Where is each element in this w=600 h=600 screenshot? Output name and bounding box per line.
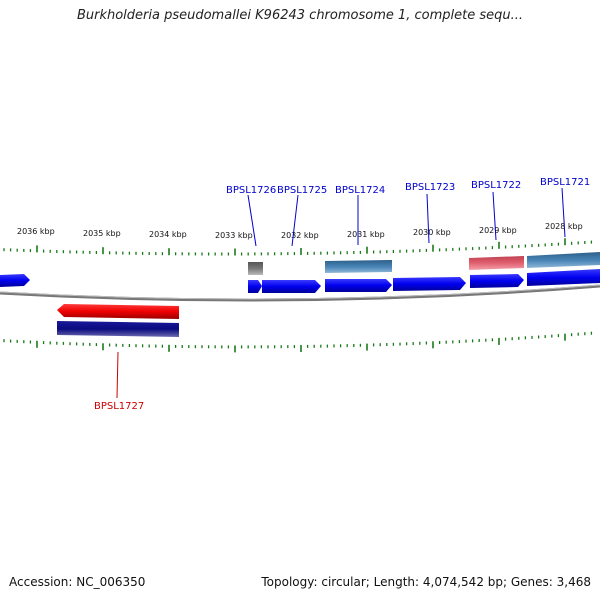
scale-label-2029: 2029 kbp [479,226,517,235]
gene-arrow-bpsl1725[interactable] [262,280,321,293]
scale-label-2033: 2033 kbp [215,231,253,240]
gene-label-bpsl1723[interactable]: BPSL1723 [405,182,455,193]
map-title: Burkholderia pseudomallei K96243 chromos… [76,8,524,23]
accession-text: Accession: NC_006350 [9,575,146,589]
scale-label-2028: 2028 kbp [545,222,583,231]
leader-bpsl1726 [247,194,257,247]
scale-label-2036: 2036 kbp [17,227,55,236]
leader-bpsl1721 [561,187,566,238]
gene-arrow-left-edge[interactable] [0,274,30,287]
feature-pink[interactable] [469,256,524,270]
gene-label-bpsl1724[interactable]: BPSL1724 [335,185,385,196]
scale-label-2031: 2031 kbp [347,230,385,239]
leader-bpsl1722 [492,191,497,241]
scale-label-2030: 2030 kbp [413,228,451,237]
genome-backbone-highlight [0,284,600,300]
leader-bpsl1723 [426,193,430,244]
scale-label-2034: 2034 kbp [149,230,187,239]
scale-ticks-top [3,238,593,256]
gene-arrow-bpsl1723[interactable] [393,277,466,291]
genome-backbone [0,284,600,302]
gene-arrow-bpsl1724[interactable] [325,279,392,292]
genome-info-text: Topology: circular; Length: 4,074,542 bp… [261,575,591,589]
gene-arrow-bpsl1721[interactable] [527,269,600,286]
gene-label-bpsl1727[interactable]: BPSL1727 [94,401,144,412]
gene-arrow-bpsl1722[interactable] [470,274,524,288]
gene-label-bpsl1721[interactable]: BPSL1721 [540,177,590,188]
gene-label-bpsl1725[interactable]: BPSL1725 [277,185,327,196]
feature-gray[interactable] [248,262,263,275]
leader-bpsl1725 [291,194,299,247]
scale-label-2035: 2035 kbp [83,229,121,238]
scale-label-2032: 2032 kbp [281,231,319,240]
feature-steelblue-1[interactable] [325,260,392,273]
feature-navy[interactable] [57,321,179,337]
gene-label-bpsl1722[interactable]: BPSL1722 [471,180,521,191]
feature-steelblue-2[interactable] [527,252,600,268]
gene-label-bpsl1726[interactable]: BPSL1726 [226,185,276,196]
gene-arrow-bpsl1726[interactable] [248,280,262,293]
leader-bpsl1727 [116,351,119,399]
gene-arrow-bpsl1727[interactable] [57,304,179,319]
scale-ticks-bottom [3,331,593,353]
